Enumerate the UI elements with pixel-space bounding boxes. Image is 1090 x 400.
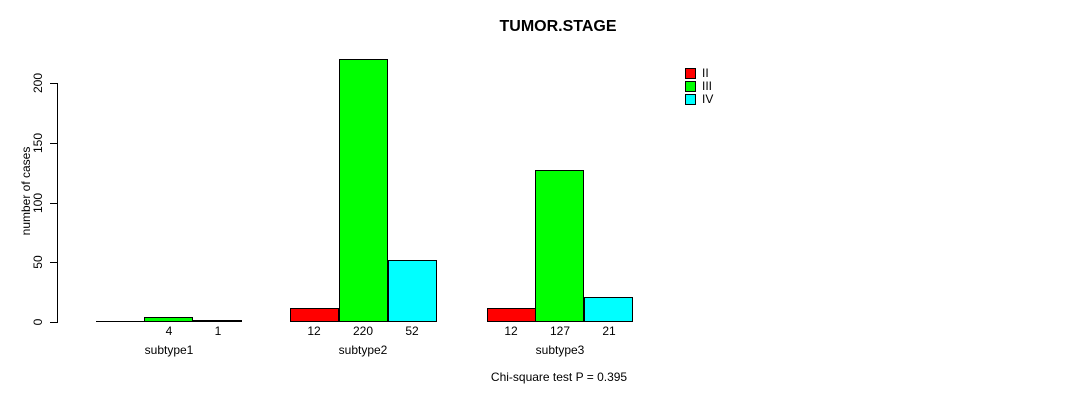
legend-label: III [702, 79, 713, 93]
bar-II-subtype2 [290, 308, 339, 322]
bar-IV-subtype2 [388, 260, 437, 322]
bar-value-label: 52 [405, 324, 419, 338]
bar-III-subtype3 [535, 170, 584, 322]
bar-value-label: 220 [352, 324, 374, 338]
bar-value-label: 1 [214, 324, 222, 338]
bar-III-subtype1 [144, 317, 193, 322]
y-axis-tick [50, 143, 57, 144]
legend: II III IV [685, 67, 713, 106]
legend-item-III: III [685, 80, 713, 93]
bar-value-label: 21 [602, 324, 616, 338]
y-axis-tick [50, 262, 57, 263]
legend-item-II: II [685, 67, 713, 80]
y-axis-line [57, 83, 58, 323]
bar-II-subtype3 [487, 308, 536, 322]
legend-swatch-II [685, 68, 696, 79]
category-label-subtype2: subtype2 [338, 343, 388, 357]
bar-IV-subtype3 [584, 297, 633, 322]
chart-title: TUMOR.STAGE [499, 18, 617, 35]
y-axis-tick [50, 322, 57, 323]
bar-III-subtype2 [339, 59, 388, 322]
bar-value-label: 4 [165, 324, 173, 338]
y-axis-tick [50, 203, 57, 204]
bar-value-label: 127 [549, 324, 571, 338]
legend-label: II [702, 66, 709, 80]
category-label-subtype1: subtype1 [144, 343, 194, 357]
bar-IV-subtype1 [193, 320, 242, 322]
chi-square-annotation: Chi-square test P = 0.395 [490, 370, 628, 384]
bar-II-subtype1 [96, 321, 145, 322]
category-label-subtype3: subtype3 [535, 343, 585, 357]
legend-swatch-IV [685, 94, 696, 105]
bar-value-label: 12 [307, 324, 321, 338]
legend-label: IV [702, 92, 714, 106]
bar-value-label: 12 [504, 324, 518, 338]
y-axis-tick-label: 200 [31, 72, 45, 94]
legend-swatch-III [685, 81, 696, 92]
y-axis-tick [50, 83, 57, 84]
legend-item-IV: IV [685, 93, 713, 106]
